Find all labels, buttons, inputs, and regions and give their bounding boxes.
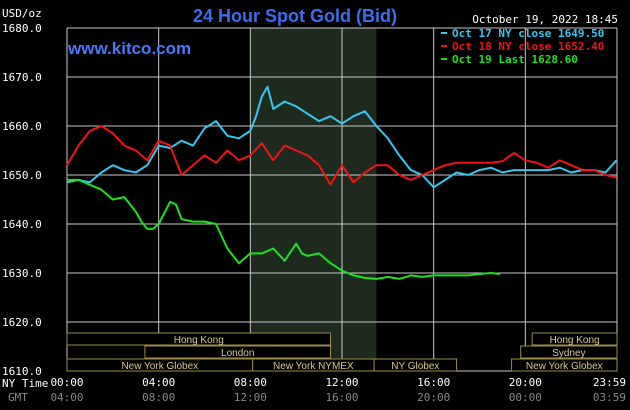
x-tick-label-ny: 08:00 bbox=[234, 376, 267, 389]
session-label: New York Globex bbox=[121, 361, 198, 372]
x-tick-label-ny: 20:00 bbox=[509, 376, 542, 389]
x-tick-label-ny: 04:00 bbox=[142, 376, 175, 389]
legend-entry: Oct 18 NY close 1652.40 bbox=[452, 40, 604, 53]
x-tick-label-ny: 12:00 bbox=[325, 376, 358, 389]
y-tick-label: 1680.0 bbox=[2, 22, 42, 35]
session-bar bbox=[511, 358, 618, 372]
session-bar bbox=[531, 332, 618, 346]
y-tick-label: 1630.0 bbox=[2, 267, 42, 280]
x-tick-label-ny: 16:00 bbox=[417, 376, 450, 389]
website-label: www.kitco.com bbox=[67, 39, 191, 58]
y-tick-label: 1620.0 bbox=[2, 316, 42, 329]
x-tick-label-gmt: 00:00 bbox=[509, 391, 542, 404]
x-tick-label-ny: 00:00 bbox=[50, 376, 83, 389]
session-label: Hong Kong bbox=[174, 335, 224, 346]
x-tick-label-ny: 23:59 bbox=[593, 376, 626, 389]
session-label: Hong Kong bbox=[550, 335, 600, 346]
x-axis-ny-label: NY Time bbox=[2, 377, 48, 390]
series-line-3 bbox=[67, 178, 501, 280]
x-tick-label-gmt: 03:59 bbox=[593, 391, 626, 404]
x-tick-label-gmt: 16:00 bbox=[325, 391, 358, 404]
y-axis-unit-label: USD/oz bbox=[2, 7, 42, 20]
legend-entry: Oct 19 Last 1628.60 bbox=[452, 53, 578, 66]
y-tick-label: 1670.0 bbox=[2, 71, 42, 84]
session-label: NY Globex bbox=[391, 361, 439, 372]
session-label: New York Globex bbox=[526, 361, 603, 372]
session-label: New York NYMEX bbox=[273, 361, 354, 372]
chart-title: 24 Hour Spot Gold (Bid) bbox=[193, 6, 397, 26]
x-tick-label-gmt: 20:00 bbox=[417, 391, 450, 404]
y-tick-label: 1650.0 bbox=[2, 169, 42, 182]
chart-timestamp: October 19, 2022 18:45 bbox=[472, 13, 618, 26]
y-tick-label: 1660.0 bbox=[2, 120, 42, 133]
x-tick-label-gmt: 08:00 bbox=[142, 391, 175, 404]
session-label: Sydney bbox=[552, 348, 585, 359]
x-tick-label-gmt: 04:00 bbox=[50, 391, 83, 404]
session-bar bbox=[66, 332, 332, 346]
y-tick-label: 1610.0 bbox=[2, 365, 42, 378]
nymex-shaded-region bbox=[250, 28, 377, 371]
session-bar bbox=[144, 345, 332, 359]
series-line-2 bbox=[66, 125, 617, 186]
y-tick-label: 1640.0 bbox=[2, 218, 42, 231]
x-tick-label-gmt: 12:00 bbox=[234, 391, 267, 404]
session-label: London bbox=[221, 348, 254, 359]
session-bar bbox=[520, 345, 618, 359]
series-line-1 bbox=[66, 85, 618, 189]
x-axis-gmt-label: GMT bbox=[8, 391, 28, 404]
session-bar bbox=[373, 358, 458, 372]
legend-entry: Oct 17 NY close 1649.50 bbox=[452, 27, 604, 40]
